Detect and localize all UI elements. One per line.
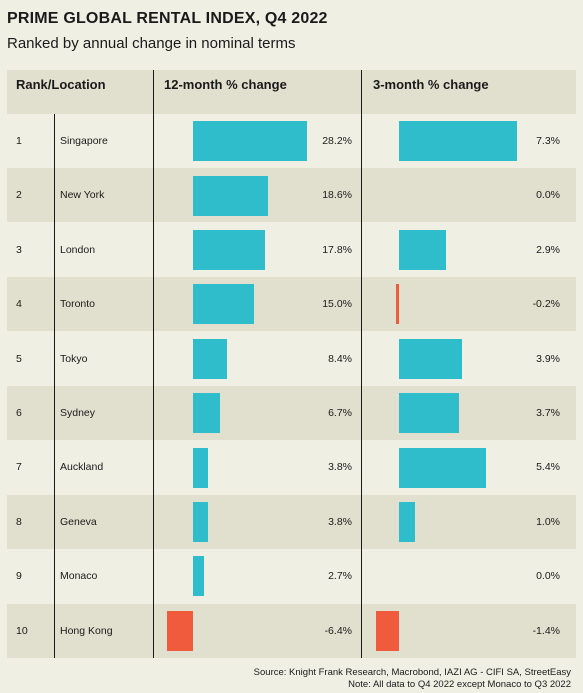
bar-12-month bbox=[193, 447, 209, 488]
value-label-3-month: -1.4% bbox=[532, 624, 560, 637]
value-label-12-month: 3.8% bbox=[328, 515, 352, 528]
value-label-3-month: 0.0% bbox=[536, 570, 560, 583]
divider-location bbox=[54, 114, 55, 658]
rank-cell: 6 bbox=[16, 407, 22, 419]
table-row: 3 London 17.8% 2.9% bbox=[7, 223, 576, 277]
value-label-3-month: 2.9% bbox=[536, 243, 560, 256]
bar-12-month bbox=[193, 175, 269, 216]
table-row: 9 Monaco 2.7% 0.0% bbox=[7, 549, 576, 603]
bar-3-month bbox=[399, 501, 416, 542]
bar-12-month bbox=[193, 229, 265, 270]
value-label-12-month: 17.8% bbox=[322, 243, 352, 256]
source-note: Source: Knight Frank Research, Macrobond… bbox=[254, 667, 571, 691]
rank-cell: 8 bbox=[16, 515, 22, 528]
table-row: 6 Sydney 6.7% 3.7% bbox=[7, 386, 576, 440]
value-label-3-month: 3.7% bbox=[536, 407, 560, 419]
value-label-12-month: 3.8% bbox=[328, 461, 352, 474]
bar-3-month bbox=[399, 121, 517, 162]
source-line: Source: Knight Frank Research, Macrobond… bbox=[253, 667, 571, 678]
value-label-12-month: 15.0% bbox=[322, 298, 352, 311]
bar-12-month bbox=[193, 556, 204, 597]
table-row: 4 Toronto 15.0% -0.2% bbox=[7, 277, 576, 332]
value-label-3-month: 3.9% bbox=[536, 352, 560, 365]
value-label-12-month: 8.4% bbox=[328, 352, 352, 365]
rank-cell: 4 bbox=[16, 298, 22, 311]
table-row: 10 Hong Kong -6.4% -1.4% bbox=[7, 603, 576, 658]
bar-3-month bbox=[399, 338, 463, 379]
rank-cell: 9 bbox=[16, 570, 22, 583]
location-cell: Hong Kong bbox=[60, 624, 113, 637]
rank-cell: 3 bbox=[16, 243, 22, 256]
bar-3-month bbox=[399, 393, 459, 434]
rank-cell: 5 bbox=[16, 352, 22, 365]
location-cell: Auckland bbox=[60, 461, 104, 474]
table-header: Rank/Location 12-month % change 3-month … bbox=[7, 70, 576, 114]
bar-3-month bbox=[399, 229, 446, 270]
bar-12-month bbox=[193, 121, 307, 162]
value-label-3-month: 7.3% bbox=[536, 135, 560, 147]
value-label-12-month: -6.4% bbox=[324, 624, 352, 637]
rank-cell: 1 bbox=[16, 135, 22, 147]
location-cell: Geneva bbox=[60, 515, 97, 528]
bar-12-month bbox=[193, 284, 254, 325]
table-row: 7 Auckland 3.8% 5.4% bbox=[7, 440, 576, 494]
rank-cell: 10 bbox=[16, 624, 28, 637]
value-label-3-month: 0.0% bbox=[536, 189, 560, 202]
value-label-3-month: 1.0% bbox=[536, 515, 560, 528]
divider-12-month bbox=[153, 70, 154, 658]
value-label-12-month: 28.2% bbox=[322, 135, 352, 147]
location-cell: Sydney bbox=[60, 407, 96, 419]
value-label-12-month: 2.7% bbox=[328, 570, 352, 583]
table-row: 2 New York 18.6% 0.0% bbox=[7, 168, 576, 223]
bar-12-month bbox=[193, 338, 227, 379]
bar-3-month bbox=[395, 284, 399, 325]
bar-12-month bbox=[193, 501, 209, 542]
value-label-3-month: -0.2% bbox=[532, 298, 560, 311]
header-3-month: 3-month % change bbox=[373, 77, 489, 92]
location-cell: New York bbox=[60, 189, 105, 202]
bar-3-month bbox=[399, 447, 487, 488]
bar-12-month bbox=[193, 393, 221, 434]
bar-12-month bbox=[167, 610, 193, 651]
rank-cell: 2 bbox=[16, 189, 22, 202]
header-12-month: 12-month % change bbox=[164, 77, 287, 92]
rank-cell: 7 bbox=[16, 461, 22, 474]
value-label-12-month: 6.7% bbox=[328, 407, 352, 419]
location-cell: Tokyo bbox=[60, 352, 88, 365]
location-cell: Singapore bbox=[60, 135, 108, 147]
location-cell: London bbox=[60, 243, 96, 256]
table-row: 8 Geneva 3.8% 1.0% bbox=[7, 494, 576, 549]
location-cell: Monaco bbox=[60, 570, 98, 583]
header-rank-location: Rank/Location bbox=[16, 77, 106, 92]
table-row: 1 Singapore 28.2% 7.3% bbox=[7, 114, 576, 168]
bar-3-month bbox=[376, 610, 399, 651]
note-line: Note: All data to Q4 2022 except Monaco … bbox=[348, 679, 571, 690]
chart-title: PRIME GLOBAL RENTAL INDEX, Q4 2022 bbox=[7, 10, 328, 27]
location-cell: Toronto bbox=[60, 298, 96, 311]
table-row: 5 Tokyo 8.4% 3.9% bbox=[7, 332, 576, 386]
value-label-3-month: 5.4% bbox=[536, 461, 560, 474]
divider-3-month bbox=[361, 70, 362, 658]
chart-subtitle: Ranked by annual change in nominal terms bbox=[7, 35, 296, 52]
value-label-12-month: 18.6% bbox=[322, 189, 352, 202]
